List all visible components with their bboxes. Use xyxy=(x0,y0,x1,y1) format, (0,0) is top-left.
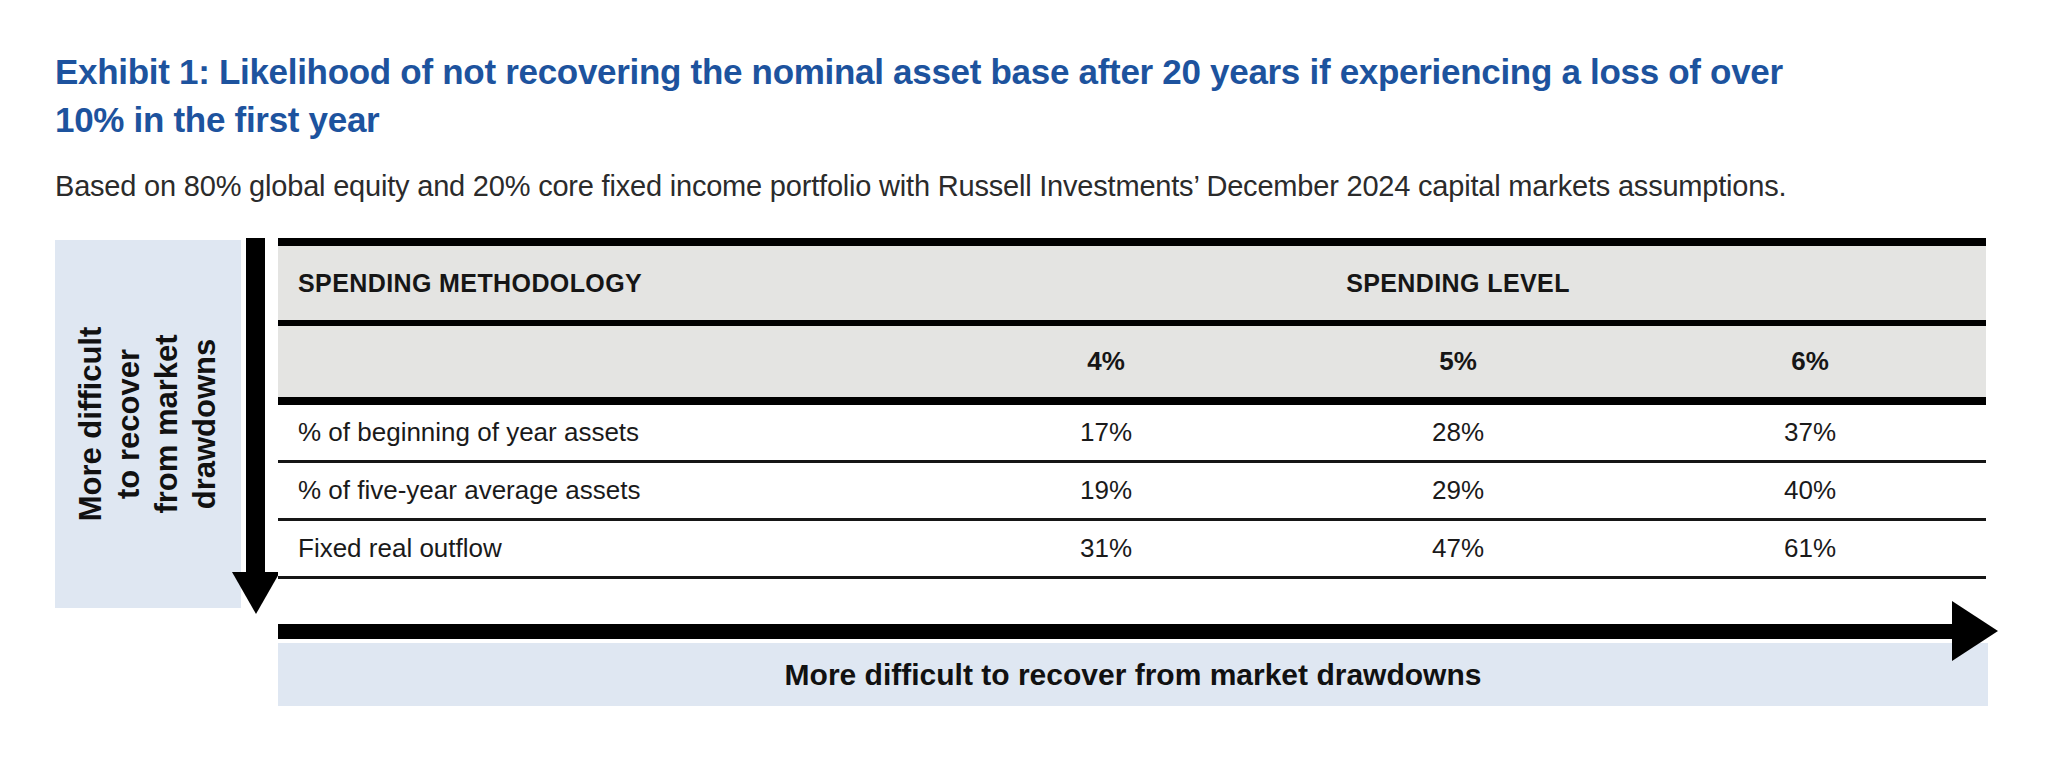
table-cell: 19% xyxy=(930,475,1282,506)
exhibit-title-line-2: 10% in the first year xyxy=(55,96,2015,144)
exhibit-subtitle: Based on 80% global equity and 20% core … xyxy=(55,170,2015,203)
down-arrow-head-icon xyxy=(232,572,280,614)
vertical-axis-label-line: More difficult xyxy=(72,240,110,608)
table-row: Fixed real outflow 31% 47% 61% xyxy=(278,521,1986,579)
horizontal-axis-label: More difficult to recover from market dr… xyxy=(785,658,1482,692)
table-row: % of five-year average assets 19% 29% 40… xyxy=(278,463,1986,521)
table-cell: 47% xyxy=(1282,533,1634,564)
table-cell: 31% xyxy=(930,533,1282,564)
table-top-border xyxy=(278,238,1986,246)
column-header-6-percent: 6% xyxy=(1634,346,1986,377)
row-label: % of beginning of year assets xyxy=(278,417,930,448)
spending-table: SPENDING METHODOLOGY SPENDING LEVEL 4% 5… xyxy=(278,238,1986,579)
exhibit-title-line-1: Exhibit 1: Likelihood of not recovering … xyxy=(55,48,2015,96)
right-arrow-shaft xyxy=(278,624,1952,639)
table-cell: 28% xyxy=(1282,417,1634,448)
table-cell: 40% xyxy=(1634,475,1986,506)
table-row: % of beginning of year assets 17% 28% 37… xyxy=(278,405,1986,463)
vertical-axis-label-line: from market xyxy=(148,240,186,608)
table-cell: 17% xyxy=(930,417,1282,448)
table-group-header-row: SPENDING METHODOLOGY SPENDING LEVEL xyxy=(278,246,1986,320)
exhibit-title: Exhibit 1: Likelihood of not recovering … xyxy=(55,48,2015,144)
table-cell: 61% xyxy=(1634,533,1986,564)
table-cell: 37% xyxy=(1634,417,1986,448)
vertical-axis-label-box: More difficult to recover from market dr… xyxy=(55,240,241,608)
vertical-axis-label-line: to recover xyxy=(110,240,148,608)
column-header-4-percent: 4% xyxy=(930,346,1282,377)
row-label: % of five-year average assets xyxy=(278,475,930,506)
right-arrow-head-icon xyxy=(1952,601,1998,661)
header-spending-methodology: SPENDING METHODOLOGY xyxy=(278,269,930,298)
vertical-axis-label: More difficult to recover from market dr… xyxy=(72,240,224,608)
row-label: Fixed real outflow xyxy=(278,533,930,564)
exhibit-page: Exhibit 1: Likelihood of not recovering … xyxy=(0,0,2048,776)
vertical-axis-label-line: drawdowns xyxy=(186,240,224,608)
table-column-header-row: 4% 5% 6% xyxy=(278,326,1986,397)
header-spending-level: SPENDING LEVEL xyxy=(930,269,1986,298)
down-arrow-shaft xyxy=(246,238,265,572)
table-cell: 29% xyxy=(1282,475,1634,506)
horizontal-axis-label-bar: More difficult to recover from market dr… xyxy=(278,643,1988,706)
table-header-bottom-border xyxy=(278,397,1986,405)
column-header-5-percent: 5% xyxy=(1282,346,1634,377)
